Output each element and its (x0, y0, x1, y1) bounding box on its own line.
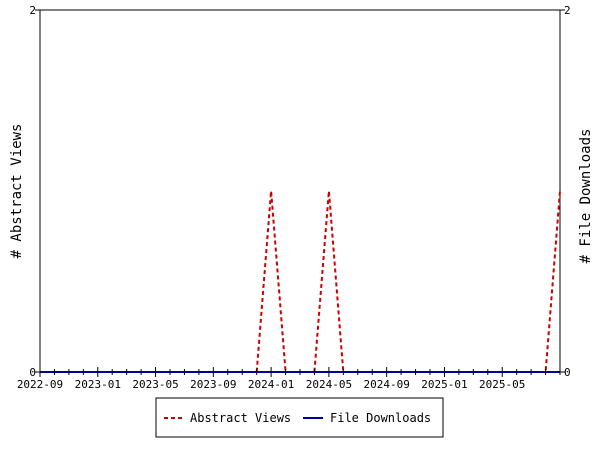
legend-label-abstract-views: Abstract Views (190, 411, 291, 425)
x-tick-label-2024-05: 2024-05 (306, 378, 352, 391)
x-tick-label-2024-01: 2024-01 (248, 378, 294, 391)
y-axis-right-label: # File Downloads (578, 129, 594, 264)
legend: Abstract Views File Downloads (155, 397, 444, 438)
y-left-tick-label-0: 0 (29, 366, 36, 379)
legend-label-file-downloads: File Downloads (330, 411, 431, 425)
y-right-tick-label-2: 2 (564, 4, 571, 17)
x-tick-label-2023-09: 2023-09 (190, 378, 236, 391)
axes-layer: 2022-09 2023-01 2023-05 2023-09 2024-01 2024-… (17, 4, 571, 391)
y-right-tick-label-0: 0 (564, 366, 571, 379)
x-tick-label-2025-01: 2025-01 (421, 378, 467, 391)
y-left-tick-label-2: 2 (29, 4, 36, 17)
legend-box (155, 397, 444, 438)
x-tick-label-2023-01: 2023-01 (75, 378, 121, 391)
x-tick-label-2023-05: 2023-05 (132, 378, 178, 391)
x-tick-label-2025-05: 2025-05 (479, 378, 525, 391)
x-tick-label-2024-09: 2024-09 (363, 378, 409, 391)
x-tick-label-2022-09: 2022-09 (17, 378, 63, 391)
y-axis-left-label: # Abstract Views (9, 124, 25, 259)
